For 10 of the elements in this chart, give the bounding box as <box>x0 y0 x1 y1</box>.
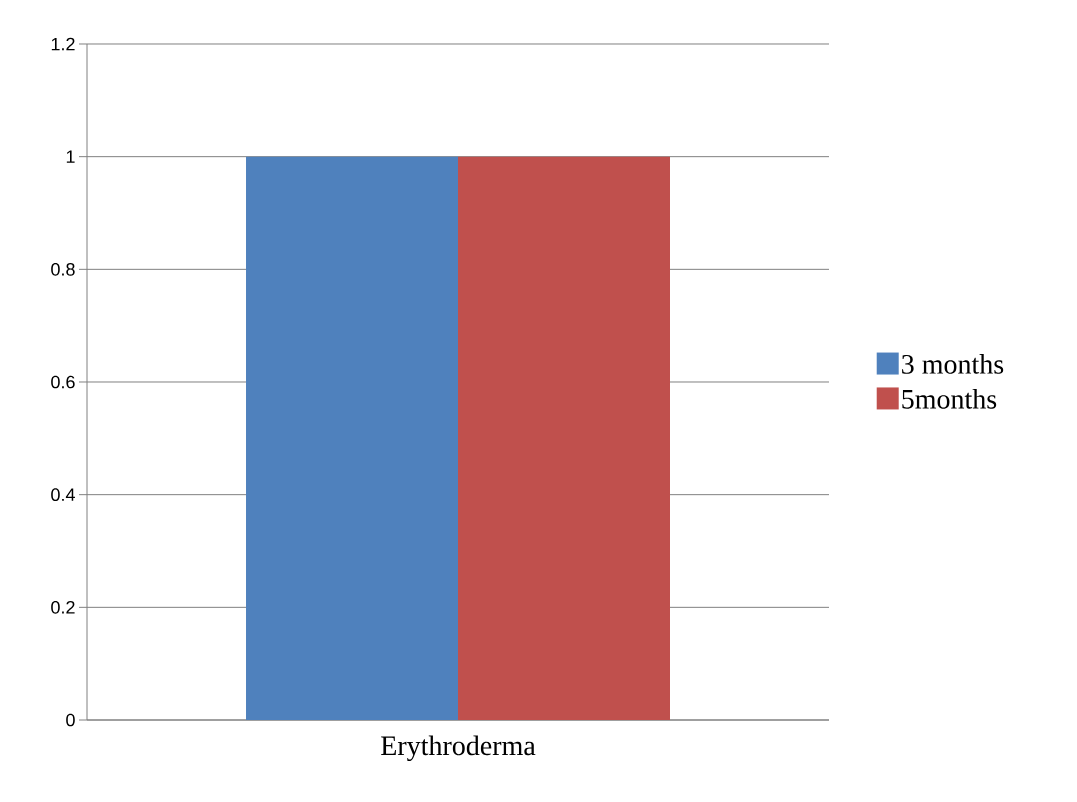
y-tick-label: 0.4 <box>51 488 75 502</box>
y-tick-label: 0 <box>66 713 75 727</box>
y-tick-label: 1.2 <box>51 37 75 51</box>
y-tick-label: 1 <box>66 150 75 163</box>
legend-label: 5months <box>902 389 997 409</box>
y-tick-label: 0.8 <box>51 262 75 276</box>
y-tick-label: 0.2 <box>51 600 75 614</box>
legend-label: 3 months <box>902 354 1004 374</box>
y-tick-label: 0.6 <box>51 375 75 389</box>
x-tick-label: Erythroderma <box>381 735 536 761</box>
